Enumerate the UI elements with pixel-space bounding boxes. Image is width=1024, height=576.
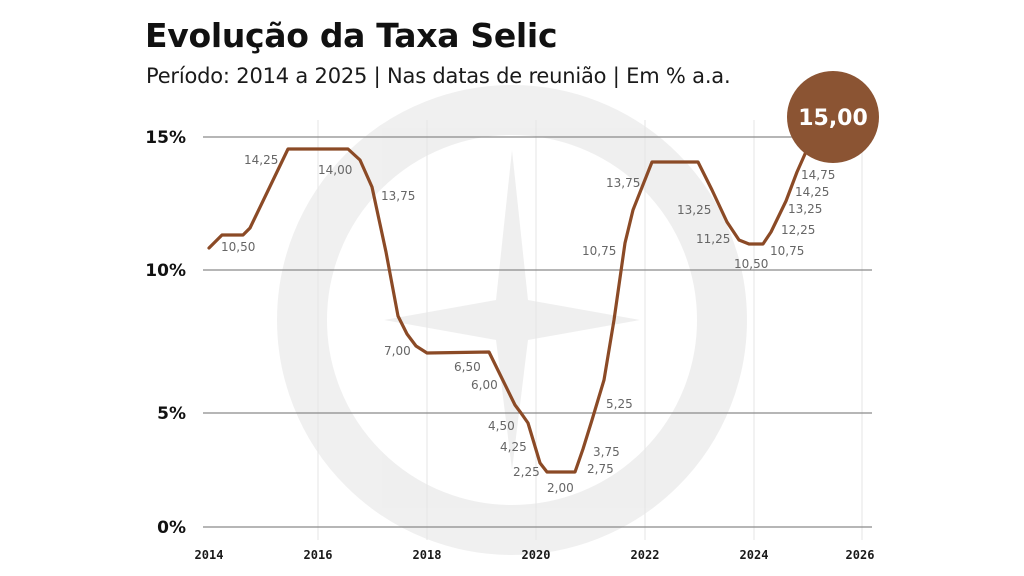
x-tick-2022: 2022 (631, 548, 660, 562)
data-label: 14,25 (244, 153, 278, 167)
x-tick-2024: 2024 (740, 548, 769, 562)
y-tick-10: 10% (145, 261, 186, 281)
data-label: 14,75 (801, 168, 835, 182)
data-label: 13,75 (381, 189, 415, 203)
data-label: 7,00 (384, 344, 411, 358)
data-label: 13,75 (606, 176, 640, 190)
data-label: 4,50 (488, 419, 515, 433)
data-label: 10,75 (582, 244, 616, 258)
x-tick-2014: 2014 (195, 548, 224, 562)
data-label: 13,25 (788, 202, 822, 216)
x-tick-2018: 2018 (413, 548, 442, 562)
x-tick-2020: 2020 (522, 548, 551, 562)
horizontal-gridlines (203, 136, 872, 528)
vertical-gridlines (317, 120, 863, 540)
chart-subtitle: Período: 2014 a 2025 | Nas datas de reun… (146, 64, 731, 88)
selic-series-line (207, 115, 820, 474)
data-label: 10,50 (221, 240, 255, 254)
data-label: 6,00 (471, 378, 498, 392)
data-label: 11,25 (696, 232, 730, 246)
y-tick-0: 0% (157, 518, 186, 538)
y-tick-15: 15% (145, 128, 186, 148)
data-label: 3,75 (593, 445, 620, 459)
data-label: 2,00 (547, 481, 574, 495)
data-label: 4,25 (500, 440, 527, 454)
data-label: 14,25 (795, 185, 829, 199)
data-labels: 10,50 14,25 14,00 13,75 7,00 6,50 6,00 4… (221, 153, 835, 495)
data-label: 10,50 (734, 257, 768, 271)
data-label: 2,75 (587, 462, 614, 476)
data-label: 6,50 (454, 360, 481, 374)
x-tick-2026: 2026 (846, 548, 875, 562)
current-rate-badge: 15,00 (787, 71, 879, 163)
data-label: 13,25 (677, 203, 711, 217)
data-label: 10,75 (770, 244, 804, 258)
chart-title: Evolução da Taxa Selic (145, 16, 558, 55)
data-label: 14,00 (318, 163, 352, 177)
watermark-logo (277, 85, 747, 555)
data-label: 5,25 (606, 397, 633, 411)
data-label: 2,25 (513, 465, 540, 479)
y-tick-5: 5% (157, 404, 186, 424)
current-rate-value: 15,00 (798, 106, 868, 131)
x-tick-2016: 2016 (304, 548, 333, 562)
data-label: 12,25 (781, 223, 815, 237)
